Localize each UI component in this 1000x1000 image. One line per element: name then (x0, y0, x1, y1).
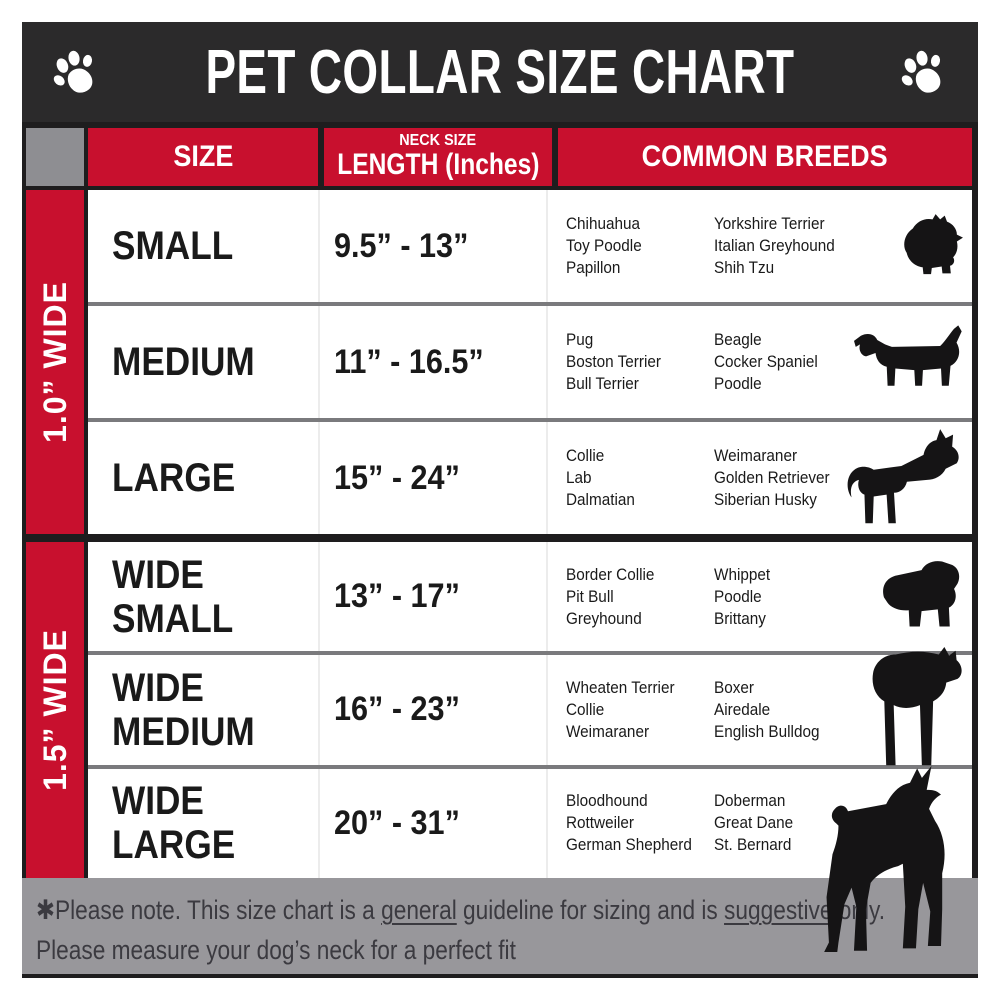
size-chart-table: SIZE NECK SIZE LENGTH (Inches) COMMON BR… (22, 122, 978, 978)
note-text: guideline for sizing and is (456, 895, 725, 925)
column-header-size: SIZE (88, 128, 318, 186)
table-row-small: SMALL 9.5” - 13” Chihuahua Toy Poodle Pa… (88, 190, 972, 302)
breeds-cell: Bloodhound Rottweiler German Shepherd Do… (546, 765, 972, 952)
length-header-label: LENGTH (Inches) (336, 148, 540, 181)
note-text: Please measure your dog’s neck for a per… (36, 935, 516, 965)
corner-cell (26, 128, 84, 186)
table-row-medium: MEDIUM 11” - 16.5” Pug Boston Terrier Bu… (88, 306, 972, 418)
size-label: MEDIUM (112, 340, 255, 384)
neck-length-value: 11” - 16.5” (334, 342, 484, 381)
footer-note: ✱Please note. This size chart is a gener… (22, 878, 978, 974)
section-1point5-inch-wide: 1.5” WIDE WIDE SMALL 13” - 17” Border Co… (22, 542, 978, 952)
pomeranian-silhouette-icon (904, 214, 963, 275)
neck-length-value: 9.5” - 13” (334, 226, 469, 265)
neck-length-cell: 15” - 24” (318, 422, 546, 534)
title-bar: PET COLLAR SIZE CHART (22, 22, 978, 122)
width-band-1-inch: 1.0” WIDE (26, 190, 84, 534)
neck-length-value: 15” - 24” (334, 458, 460, 497)
size-label: WIDE LARGE (112, 779, 236, 868)
neck-length-value: 13” - 17” (334, 577, 460, 616)
footer-note-line-1: ✱Please note. This size chart is a gener… (36, 890, 885, 930)
breeds-list-1: Collie Lab Dalmatian (566, 446, 635, 509)
neck-length-cell: 20” - 31” (318, 768, 546, 878)
table-row-large: LARGE 15” - 24” Collie Lab Dalmatian Wei… (88, 422, 972, 534)
size-header-label: SIZE (172, 140, 234, 173)
page-title: PET COLLAR SIZE CHART (205, 37, 795, 107)
table-row-wide-medium: WIDE MEDIUM 16” - 23” Wheaten Terrier Co… (88, 646, 972, 766)
table-row-wide-large: WIDE LARGE 20” - 31” Bloodhound Rottweil… (88, 765, 972, 952)
breeds-cell: Chihuahua Toy Poodle Papillon Yorkshire … (546, 190, 972, 302)
size-cell: WIDE MEDIUM (88, 655, 318, 764)
neck-length-value: 16” - 23” (334, 690, 460, 729)
table-row-wide-small: WIDE SMALL 13” - 17” Border Collie Pit B… (88, 542, 972, 652)
width-band-label: 1.0” WIDE (36, 281, 73, 443)
column-header-neck-length: NECK SIZE LENGTH (Inches) (324, 128, 552, 186)
neck-length-value: 20” - 31” (334, 803, 460, 842)
size-cell: WIDE SMALL (88, 542, 318, 651)
neck-length-cell: 9.5” - 13” (318, 190, 546, 302)
paw-print-icon (901, 50, 941, 93)
note-text: ✱Please note. This size chart is a (36, 895, 382, 925)
breeds-list-1: Wheaten Terrier Collie Weimaraner (566, 677, 675, 741)
neck-length-cell: 16” - 23” (318, 655, 546, 765)
breeds-list-1: Pug Boston Terrier Bull Terrier (566, 330, 661, 393)
underlined-word: suggestive (724, 895, 833, 925)
breeds-cell: Border Collie Pit Bull Greyhound Whippet… (546, 542, 972, 652)
breeds-list-1: Bloodhound Rottweiler German Shepherd (566, 791, 692, 855)
breeds-list-2: Doberman Great Dane St. Bernard (714, 791, 794, 855)
neck-length-cell: 11” - 16.5” (318, 306, 546, 418)
width-band-label: 1.5” WIDE (36, 629, 73, 791)
rows-block: SMALL 9.5” - 13” Chihuahua Toy Poodle Pa… (88, 190, 972, 534)
size-label: WIDE MEDIUM (112, 665, 255, 754)
breeds-cell: Wheaten Terrier Collie Weimaraner Boxer … (546, 646, 972, 766)
underlined-word: general (381, 895, 457, 925)
width-band-1point5-inch: 1.5” WIDE (26, 542, 84, 878)
bulldog-silhouette-icon (883, 560, 960, 627)
size-label: WIDE SMALL (112, 552, 234, 641)
footer-note-line-2: Please measure your dog’s neck for a per… (36, 930, 827, 970)
size-cell: LARGE (88, 422, 318, 534)
size-label: LARGE (112, 456, 236, 500)
neck-length-cell: 13” - 17” (318, 542, 546, 652)
breeds-cell: Collie Lab Dalmatian Weimaraner Golden R… (546, 422, 972, 534)
breeds-cell: Pug Boston Terrier Bull Terrier Beagle C… (546, 306, 972, 418)
column-header-common-breeds: COMMON BREEDS (558, 128, 972, 186)
breeds-header-label: COMMON BREEDS (641, 140, 889, 173)
breeds-list-1: Chihuahua Toy Poodle Papillon (566, 214, 642, 277)
size-cell: WIDE LARGE (88, 769, 318, 878)
breeds-list-2: Boxer Airedale English Bulldog (714, 677, 820, 741)
doberman-silhouette-icon (824, 765, 945, 952)
breeds-list-2: Whippet Poodle Brittany (714, 564, 771, 628)
section-1-inch-wide: 1.0” WIDE SMALL 9.5” - 13” Chihuahua Toy… (22, 190, 978, 534)
husky-silhouette-icon (847, 429, 959, 524)
paw-print-icon (53, 50, 93, 93)
neck-size-header-label: NECK SIZE (399, 132, 477, 149)
pitbull-silhouette-icon (872, 646, 962, 766)
breeds-list-1: Border Collie Pit Bull Greyhound (566, 564, 655, 628)
size-chart-poster: PET COLLAR SIZE CHART SIZE NECK SIZE LEN… (22, 22, 978, 978)
rows-block: WIDE SMALL 13” - 17” Border Collie Pit B… (88, 542, 972, 952)
size-label: SMALL (112, 224, 234, 268)
size-cell: SMALL (88, 190, 318, 302)
size-cell: MEDIUM (88, 306, 318, 418)
breeds-list-2: Weimaraner Golden Retriever Siberian Hus… (714, 446, 830, 509)
breeds-list-2: Beagle Cocker Spaniel Poodle (714, 330, 818, 393)
breeds-list-2: Yorkshire Terrier Italian Greyhound Shih… (714, 214, 835, 277)
beagle-silhouette-icon (854, 325, 962, 386)
